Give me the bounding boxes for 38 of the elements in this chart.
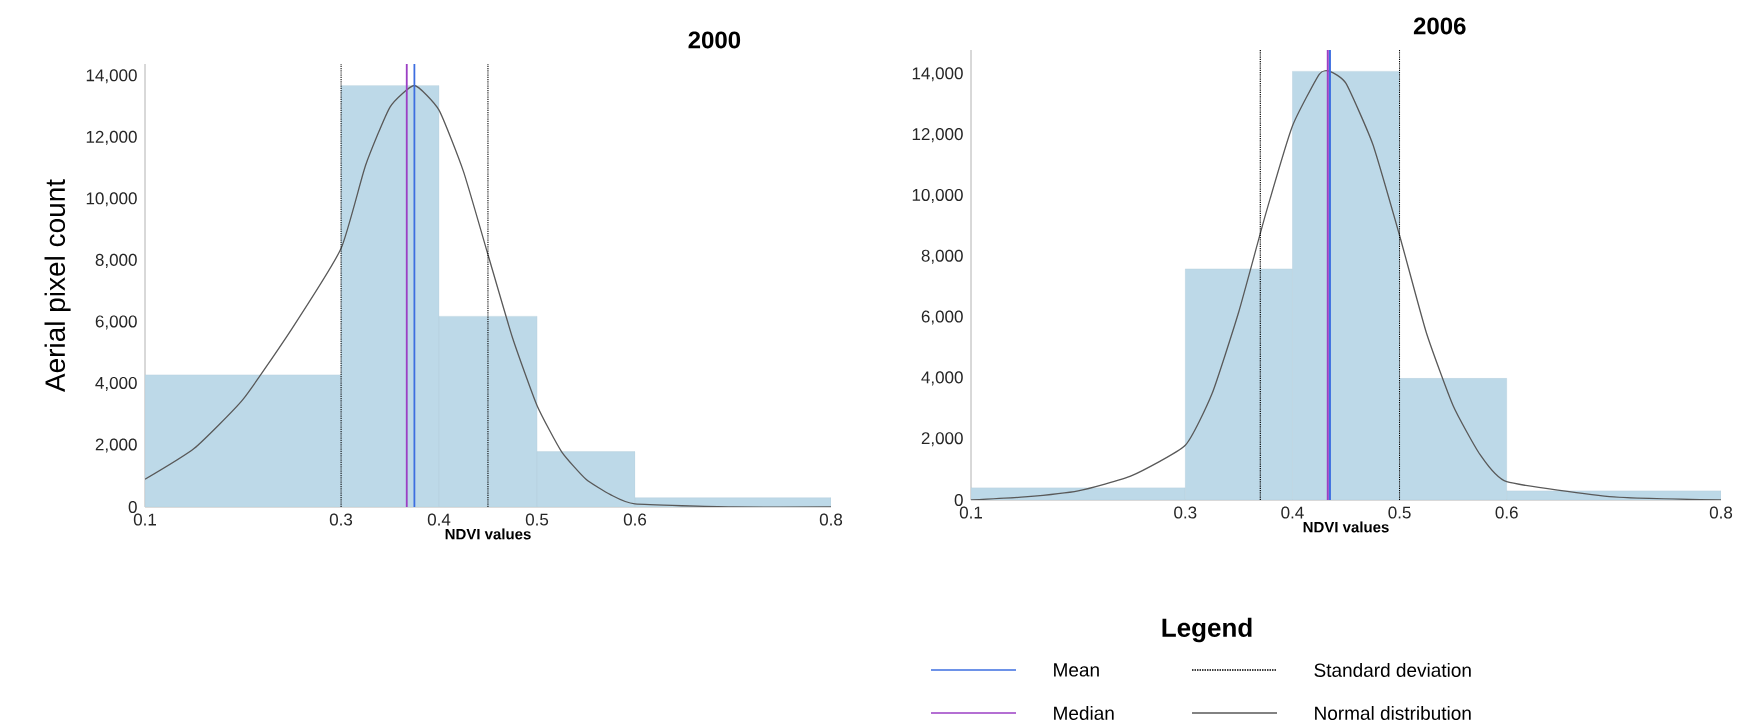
x-tick-label: 0.6 (1495, 506, 1518, 519)
x-tick-label: 0.8 (1709, 506, 1733, 519)
x-axis-title: NDVI values (445, 528, 531, 540)
legend-title: Legend (1162, 617, 1252, 643)
y-tick-label: 4,000 (95, 376, 137, 391)
y-tick-label: 12,000 (912, 128, 963, 143)
y-axis-title: Aerial pixel count (44, 179, 71, 393)
x-tick-label: 0.3 (1174, 506, 1197, 519)
y-tick-label: 10,000 (86, 192, 137, 207)
x-tick-label: 0.8 (819, 513, 843, 526)
x-tick-label: 0.5 (1388, 506, 1411, 519)
y-tick-label: 14,000 (86, 69, 137, 84)
legend-label: Median (1054, 706, 1114, 720)
x-tick-label: 0.4 (1281, 506, 1304, 519)
y-tick-label: 2,000 (95, 438, 137, 453)
legend-label: Normal distribution (1315, 706, 1471, 720)
y-tick-label: 6,000 (921, 310, 963, 325)
chart-title: 2006 (1413, 17, 1466, 35)
y-tick-label: 6,000 (95, 315, 137, 330)
y-tick-label: 8,000 (921, 249, 963, 264)
y-tick-label: 12,000 (86, 130, 137, 145)
x-tick-label: 0.6 (623, 513, 647, 526)
x-tick-label: 0.5 (525, 513, 549, 526)
y-tick-label: 8,000 (95, 253, 137, 268)
y-tick-label: 4,000 (921, 371, 963, 386)
y-tick-label: 0 (128, 500, 137, 514)
x-tick-label: 0.4 (427, 513, 451, 526)
y-tick-label: 0 (954, 493, 963, 507)
x-tick-label: 0.1 (959, 506, 982, 519)
legend-label: Mean (1054, 663, 1099, 677)
chart-title: 2000 (688, 31, 741, 49)
x-tick-label: 0.3 (329, 513, 353, 526)
y-tick-label: 2,000 (921, 432, 963, 447)
y-tick-label: 10,000 (912, 188, 963, 203)
x-tick-label: 0.1 (133, 513, 156, 526)
x-axis-title: NDVI values (1303, 521, 1389, 533)
y-tick-label: 14,000 (912, 67, 963, 82)
legend-label: Standard deviation (1314, 663, 1471, 677)
